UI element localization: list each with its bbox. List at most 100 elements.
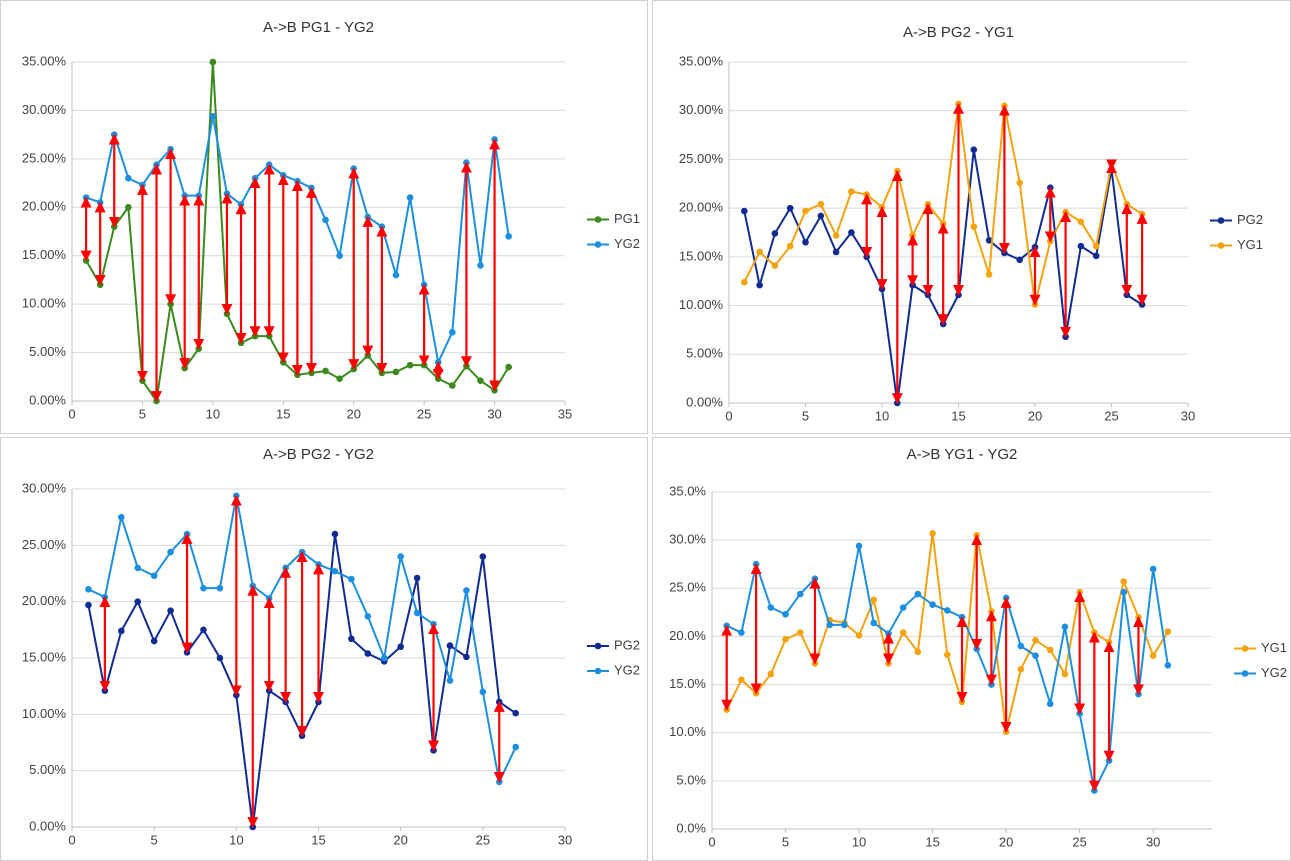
- data-point: [914, 648, 922, 656]
- x-tick-label: 30: [1146, 834, 1160, 849]
- data-point: [1164, 628, 1172, 635]
- legend-label: YG2: [1261, 665, 1287, 680]
- series-line: [725, 533, 1169, 732]
- legend-label: PG1: [614, 211, 640, 226]
- data-point: [929, 601, 936, 608]
- legend-marker: [594, 241, 602, 248]
- chart-panel: A->B PG1 - YG2 0.00% 5.00% 10.00% 15.00% 20.0…: [0, 0, 648, 434]
- x-tick-label: 0: [708, 834, 715, 849]
- data-point: [392, 271, 400, 279]
- data-point: [512, 743, 519, 751]
- y-tick-label: 35.00%: [679, 53, 724, 68]
- data-point: [322, 216, 329, 224]
- x-tick-label: 25: [1104, 408, 1118, 423]
- data-point: [870, 619, 878, 627]
- data-point: [767, 670, 775, 678]
- data-point: [397, 643, 404, 651]
- data-point: [817, 212, 825, 220]
- y-tick-label: 30.00%: [22, 102, 67, 117]
- data-point: [756, 248, 763, 256]
- data-point: [786, 204, 794, 212]
- y-tick-label: 10.00%: [22, 296, 67, 311]
- data-point: [209, 112, 217, 120]
- y-tick-label: 30.0%: [669, 532, 706, 547]
- data-point: [85, 585, 92, 593]
- legend-label: PG2: [614, 637, 640, 652]
- data-point: [870, 596, 878, 604]
- x-tick-label: 0: [68, 832, 75, 847]
- data-point: [406, 194, 414, 201]
- x-tick-label: 0: [725, 408, 732, 423]
- data-point: [1032, 652, 1039, 659]
- chart-panel: A->B YG1 - YG2 0.0% 5.0% 10.0% 15.0% 20.0% 25.…: [652, 437, 1291, 861]
- data-point: [397, 553, 404, 560]
- data-point: [477, 262, 484, 269]
- x-tick-label: 20: [999, 834, 1013, 849]
- data-point: [449, 328, 456, 336]
- legend-label: YG2: [614, 236, 640, 251]
- legend-label: YG1: [1261, 640, 1287, 655]
- data-point: [134, 564, 142, 572]
- data-point: [1092, 252, 1100, 260]
- data-point: [1164, 662, 1172, 669]
- data-point: [392, 368, 400, 376]
- data-point: [336, 252, 343, 260]
- x-tick-label: 5: [151, 832, 158, 847]
- x-tick-label: 10: [875, 408, 889, 423]
- data-point: [1016, 256, 1023, 264]
- panel-border: [0, 0, 648, 434]
- y-tick-label: 15.00%: [679, 248, 724, 263]
- data-point: [150, 637, 158, 645]
- data-point: [771, 230, 779, 237]
- y-tick-label: 5.00%: [29, 762, 66, 777]
- data-point: [782, 636, 789, 643]
- data-point: [200, 584, 207, 592]
- x-tick-label: 10: [206, 406, 220, 421]
- x-tick-label: 10: [229, 832, 243, 847]
- data-point: [1077, 218, 1085, 226]
- x-tick-label: 0: [68, 406, 75, 421]
- data-point: [413, 574, 421, 582]
- x-tick-label: 5: [139, 406, 146, 421]
- data-point: [782, 610, 789, 618]
- y-tick-label: 35.0%: [669, 483, 706, 498]
- legend-marker: [1217, 217, 1225, 224]
- x-tick-label: 5: [802, 408, 809, 423]
- y-tick-label: 25.00%: [22, 150, 67, 165]
- data-point: [970, 146, 978, 153]
- data-point: [943, 651, 951, 659]
- data-point: [985, 236, 993, 244]
- data-point: [479, 688, 487, 696]
- x-tick-label: 25: [476, 832, 490, 847]
- legend-label: YG1: [1237, 237, 1263, 252]
- data-point: [771, 262, 779, 269]
- y-tick-label: 25.00%: [22, 537, 67, 552]
- x-tick-label: 20: [1028, 408, 1042, 423]
- data-point: [413, 609, 421, 617]
- data-point: [1046, 646, 1054, 654]
- data-point: [1120, 578, 1128, 585]
- y-tick-label: 10.0%: [669, 724, 706, 739]
- data-point: [1077, 242, 1085, 250]
- data-point: [331, 530, 339, 538]
- data-point: [855, 632, 863, 639]
- data-point: [767, 604, 775, 611]
- data-point: [1061, 623, 1069, 631]
- y-tick-label: 25.00%: [679, 151, 724, 166]
- data-point: [209, 58, 217, 66]
- data-point: [802, 207, 809, 215]
- data-point: [364, 650, 372, 657]
- data-point: [855, 542, 863, 550]
- data-point: [505, 233, 512, 240]
- data-point: [1149, 565, 1157, 573]
- y-tick-label: 30.00%: [679, 102, 724, 117]
- panel-border: [652, 0, 1291, 434]
- data-point: [1032, 636, 1039, 644]
- x-tick-label: 20: [393, 832, 407, 847]
- data-point: [848, 229, 855, 236]
- data-point: [738, 676, 745, 684]
- legend-label: PG2: [1237, 212, 1263, 227]
- data-point: [1016, 179, 1023, 187]
- data-point: [970, 223, 978, 230]
